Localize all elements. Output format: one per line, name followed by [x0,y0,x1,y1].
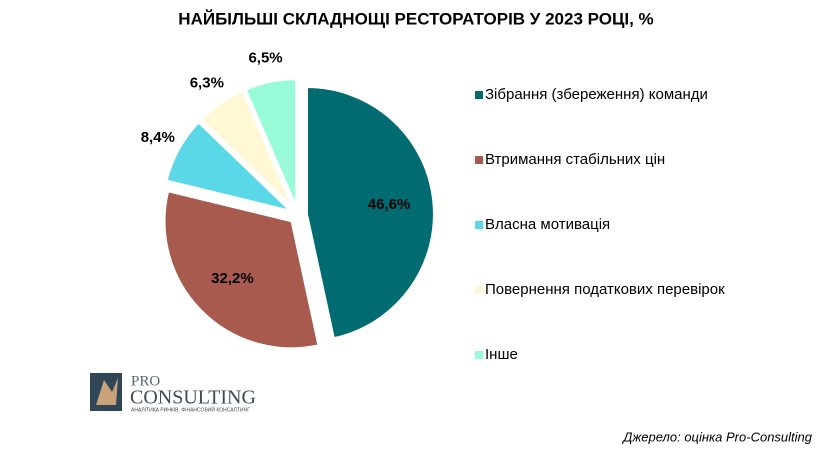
logo: PRO CONSULTING АНАЛІТИКА РИНКІВ. ФІНАНСО… [90,373,256,413]
logo-name: PRO [131,373,160,389]
logo-name: CONSULTING [130,387,256,409]
legend-label: Зібрання (збереження) команди [485,86,708,103]
legend-label: Інше [485,346,518,363]
legend-marker [475,156,483,164]
legend-label: Власна мотивація [485,216,610,233]
data-label: 32,2% [211,270,254,287]
legend-label: Втримання стабільних цін [485,151,665,168]
pie-slice [305,86,435,340]
logo-icon-shape [96,378,118,405]
data-label: 6,5% [248,49,282,66]
data-label: 46,6% [368,196,411,213]
legend-marker [475,91,483,99]
logo-tagline: АНАЛІТИКА РИНКІВ. ФІНАНСОВИЙ КОНСАЛТИНГ [131,405,250,413]
data-label: 6,3% [190,74,224,91]
pie-slice [165,121,294,213]
pie-slice [199,89,294,209]
chart-title: НАЙБІЛЬШІ СКЛАДНОЩІ РЕСТОРАТОРІВ У 2023 … [178,9,653,28]
legend-marker [475,221,483,229]
legend-label: Повернення податкових перевірок [485,281,725,298]
pie-slice [244,78,298,207]
legend-marker [475,286,483,294]
pie-slice [163,190,320,350]
source: Джерело: оцінка Pro-Consulting [621,429,813,444]
data-label: 8,4% [141,129,175,146]
legend-marker [475,351,483,359]
